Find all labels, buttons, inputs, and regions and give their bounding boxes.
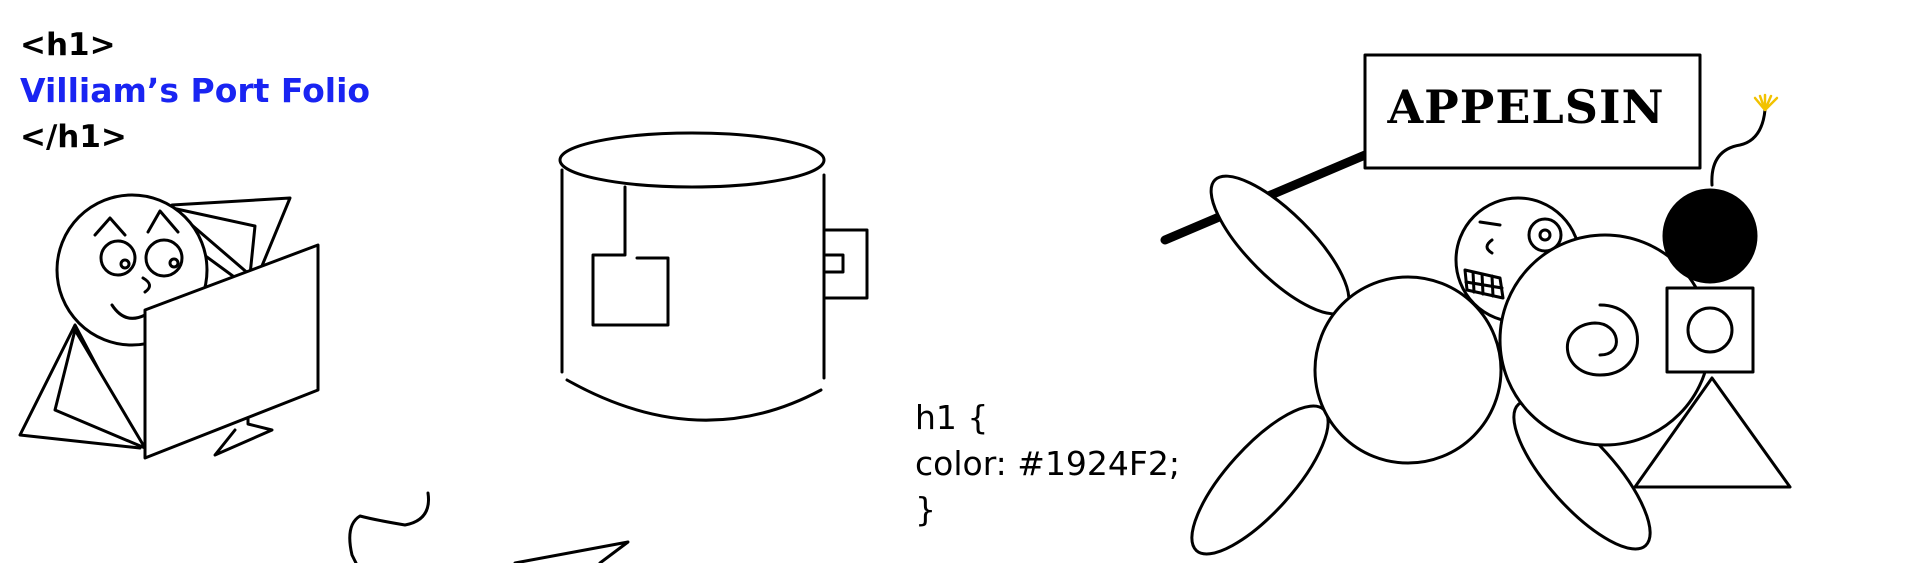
css-snippet: h1 { color: #1924F2; } <box>915 395 1180 533</box>
sign-board <box>1363 53 1702 170</box>
h1-open-tag: <h1> <box>20 27 116 63</box>
scribble-icon <box>348 491 630 563</box>
bomb-icon <box>1633 93 1792 489</box>
css-line-selector: h1 { <box>915 398 989 437</box>
heading-block: <h1> Villiam’s Port Folio </h1> <box>20 22 370 160</box>
page-title[interactable]: Villiam’s Port Folio <box>20 71 371 110</box>
creature-with-sign-icon <box>1190 174 1712 556</box>
css-line-color: color: #1924F2; <box>915 444 1181 483</box>
h1-close-tag: </h1> <box>20 119 127 155</box>
tea-mug-icon <box>558 131 869 422</box>
sign-text: APPELSIN <box>1387 80 1665 134</box>
reading-figure-icon <box>18 193 320 460</box>
css-line-close: } <box>915 490 936 529</box>
